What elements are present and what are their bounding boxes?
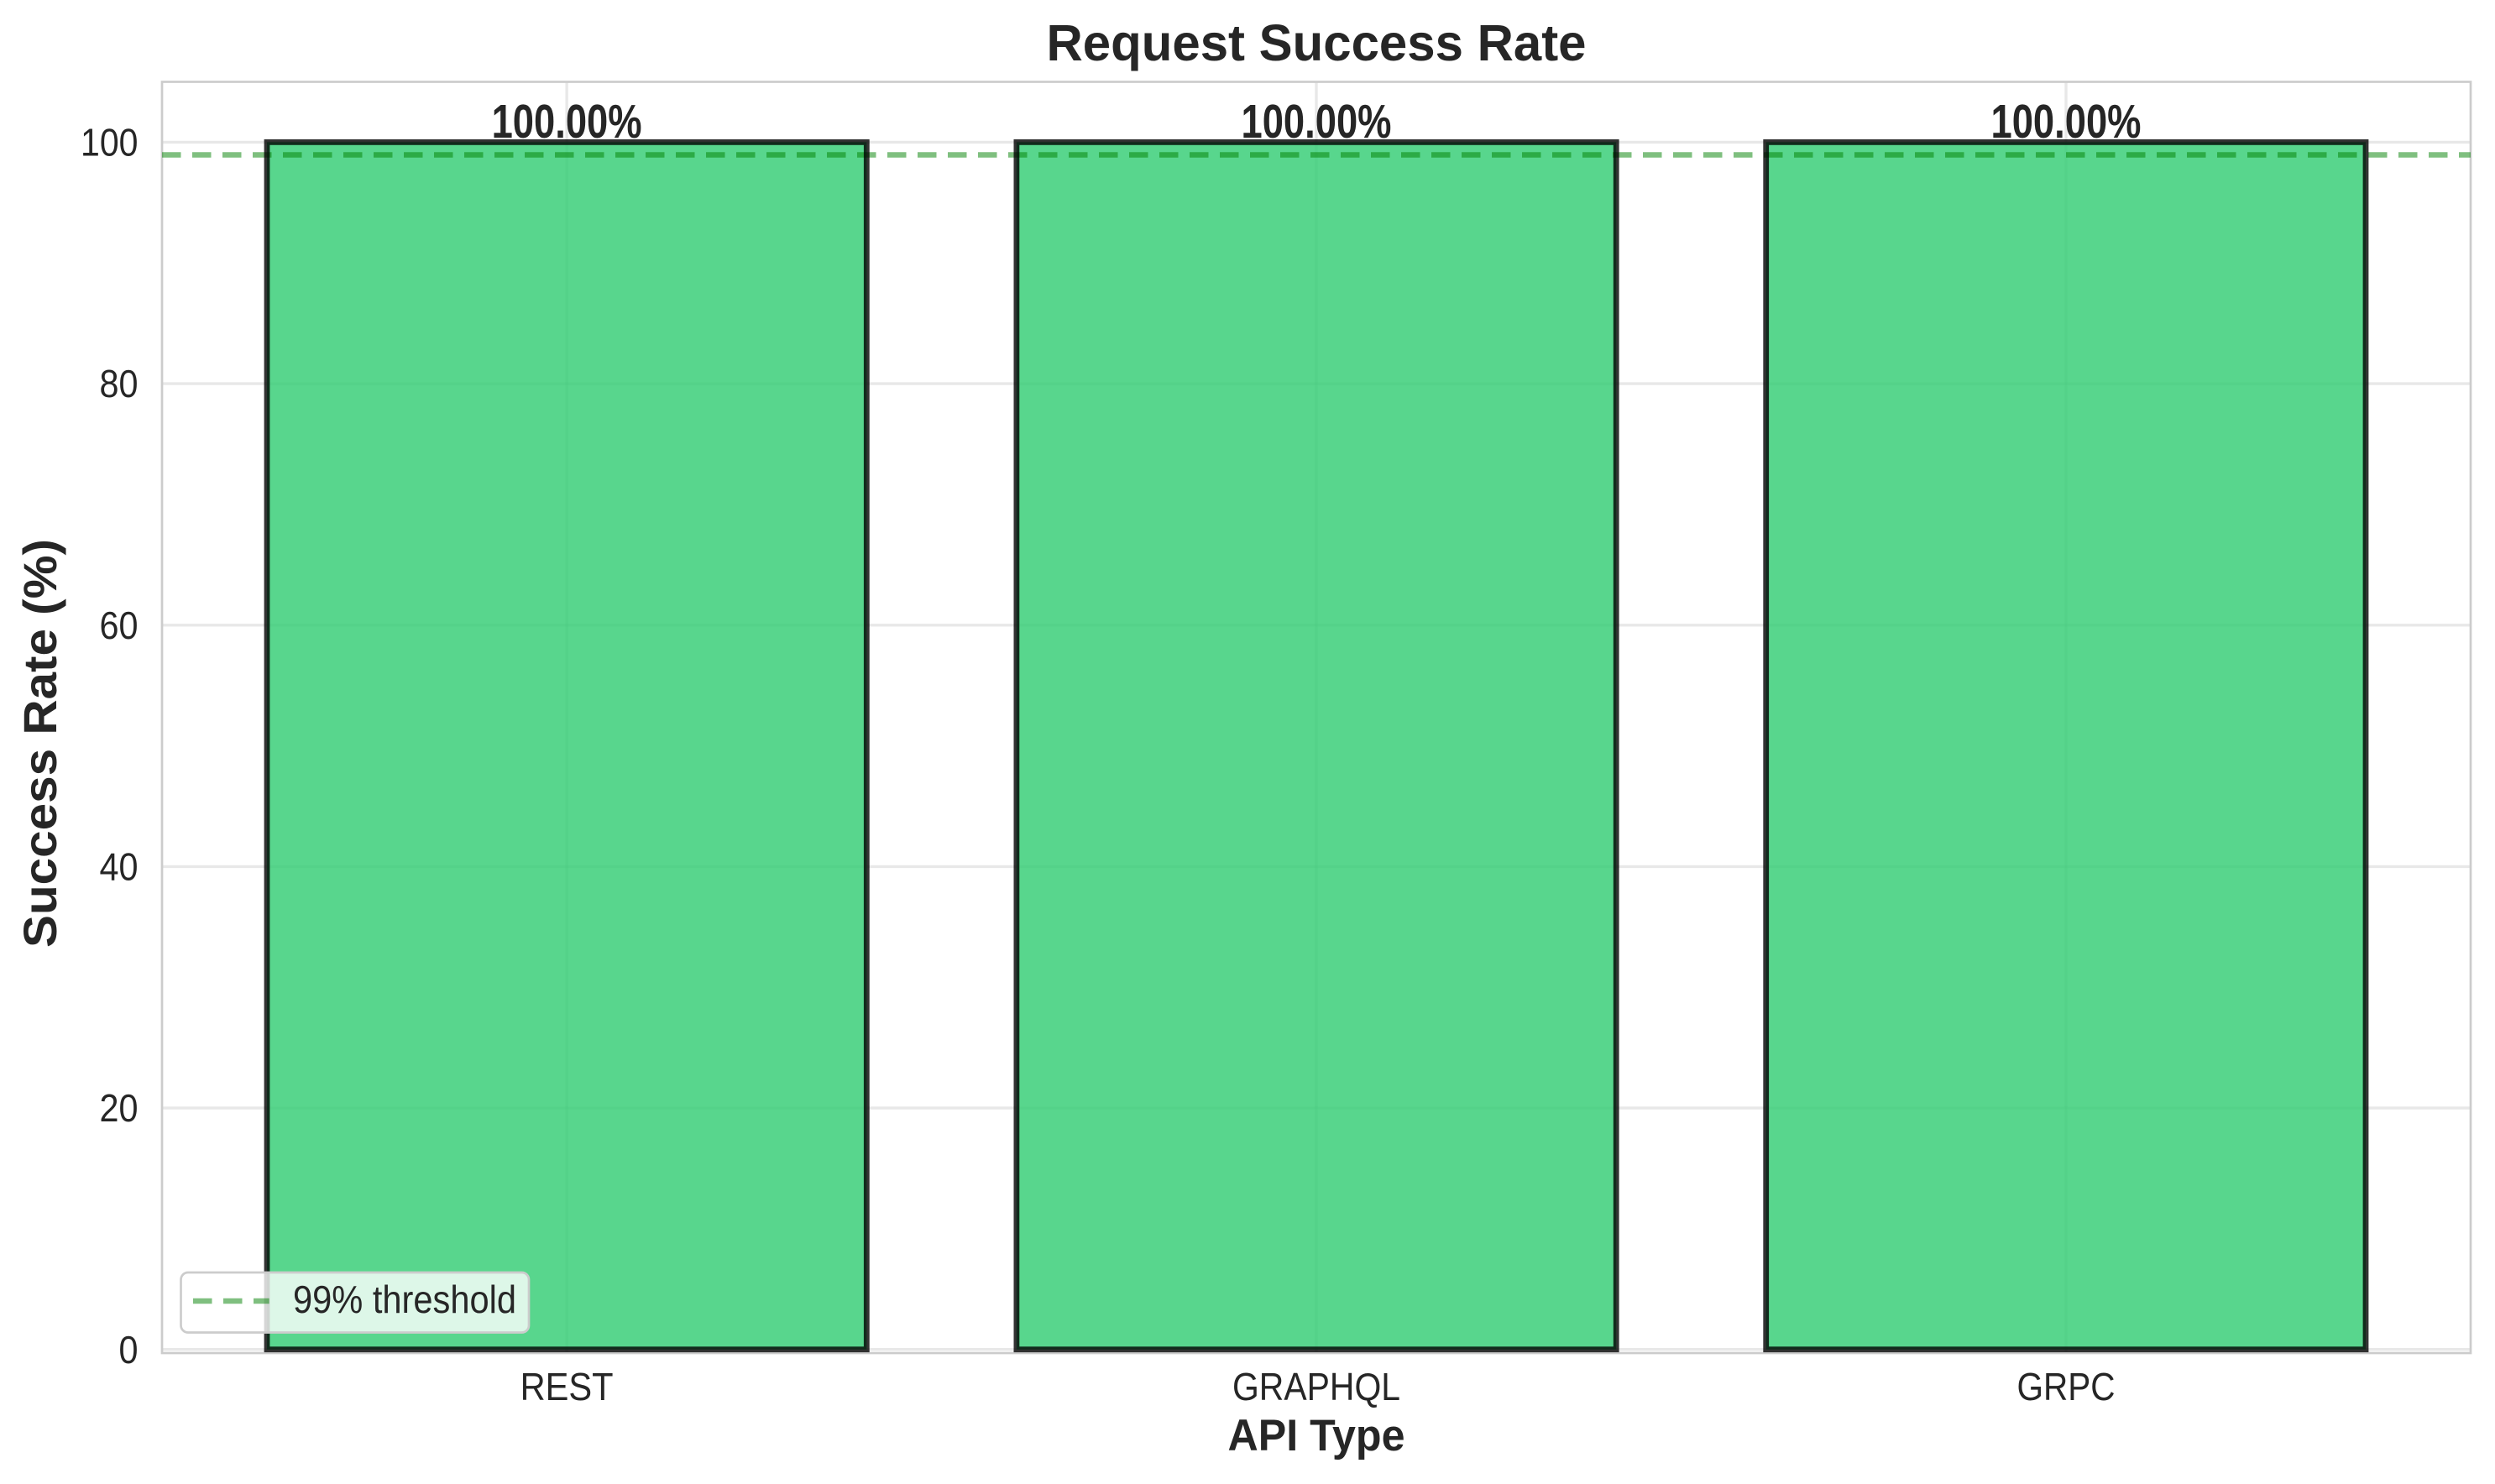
svg-text:API Type: API Type: [1228, 1411, 1405, 1460]
svg-text:GRAPHQL: GRAPHQL: [1232, 1365, 1400, 1408]
svg-text:Success Rate (%): Success Rate (%): [13, 539, 66, 948]
svg-text:80: 80: [100, 362, 139, 405]
svg-text:GRPC: GRPC: [2017, 1365, 2116, 1408]
svg-text:Request Success Rate: Request Success Rate: [1047, 14, 1587, 71]
svg-text:REST: REST: [520, 1365, 614, 1408]
svg-text:100.00%: 100.00%: [1242, 95, 1392, 149]
svg-text:40: 40: [100, 845, 139, 889]
svg-text:100.00%: 100.00%: [1991, 95, 2142, 149]
svg-text:99% threshold: 99% threshold: [293, 1278, 516, 1321]
svg-text:20: 20: [100, 1086, 139, 1130]
svg-text:0: 0: [119, 1328, 139, 1372]
svg-text:100: 100: [81, 121, 139, 165]
svg-text:60: 60: [100, 604, 139, 647]
svg-text:100.00%: 100.00%: [492, 95, 642, 149]
